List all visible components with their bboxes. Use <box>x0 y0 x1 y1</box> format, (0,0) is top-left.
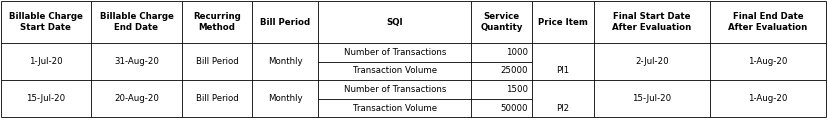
Text: 2-Jul-20: 2-Jul-20 <box>635 57 668 66</box>
Text: Transaction Volume: Transaction Volume <box>353 104 437 113</box>
Text: Price Item: Price Item <box>538 18 588 27</box>
Text: 25000: 25000 <box>500 66 528 75</box>
Text: Transaction Volume: Transaction Volume <box>353 66 437 75</box>
Text: 50000: 50000 <box>500 104 528 113</box>
Text: Recurring
Method: Recurring Method <box>194 12 241 32</box>
Text: PI2: PI2 <box>557 104 569 113</box>
Text: Final End Date
After Evaluation: Final End Date After Evaluation <box>729 12 807 32</box>
Text: Final Start Date
After Evaluation: Final Start Date After Evaluation <box>612 12 691 32</box>
Text: 1500: 1500 <box>505 85 528 94</box>
Text: 15-Jul-20: 15-Jul-20 <box>632 94 672 103</box>
Text: 1-Aug-20: 1-Aug-20 <box>748 57 787 66</box>
Text: Monthly: Monthly <box>268 94 303 103</box>
Text: Service
Quantity: Service Quantity <box>480 12 523 32</box>
Text: 20-Aug-20: 20-Aug-20 <box>114 94 159 103</box>
Text: Monthly: Monthly <box>268 57 303 66</box>
Text: Bill Period: Bill Period <box>261 18 310 27</box>
Text: Number of Transactions: Number of Transactions <box>344 85 446 94</box>
Text: SQI: SQI <box>386 18 404 27</box>
Text: 31-Aug-20: 31-Aug-20 <box>114 57 159 66</box>
Text: 1-Aug-20: 1-Aug-20 <box>748 94 787 103</box>
Text: 1-Jul-20: 1-Jul-20 <box>29 57 63 66</box>
Text: 1000: 1000 <box>505 48 528 57</box>
Text: Bill Period: Bill Period <box>196 94 238 103</box>
Text: 15-Jul-20: 15-Jul-20 <box>26 94 65 103</box>
Text: Number of Transactions: Number of Transactions <box>344 48 446 57</box>
Text: Bill Period: Bill Period <box>196 57 238 66</box>
Text: Billable Charge
Start Date: Billable Charge Start Date <box>9 12 83 32</box>
Text: PI1: PI1 <box>557 66 569 75</box>
Text: Billable Charge
End Date: Billable Charge End Date <box>99 12 174 32</box>
